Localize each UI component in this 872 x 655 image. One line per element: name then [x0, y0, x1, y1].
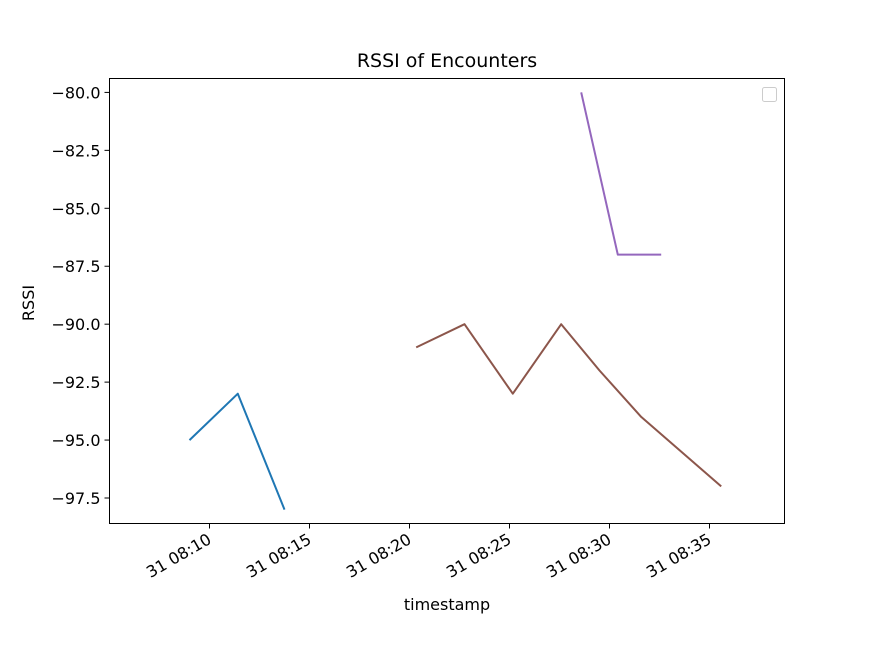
x-tick-label: 31 08:10 [143, 530, 214, 582]
legend-box [762, 87, 777, 102]
series-line-2 [415, 323, 722, 488]
y-axis: −80.0 −82.5 −85.0 −87.5 −90.0 −92.5 −95.0 −97.5 [51, 83, 110, 508]
x-tick-label: 31 08:15 [243, 530, 314, 582]
x-tick-label: 31 08:30 [543, 530, 614, 582]
chart-title: RSSI of Encounters [357, 50, 537, 72]
y-tick-label: −90.0 [51, 315, 100, 334]
series-line-3 [580, 92, 662, 256]
plot-frame [109, 78, 785, 524]
x-axis: 31 08:10 31 08:15 31 08:20 31 08:25 31 08:30… [143, 523, 715, 582]
y-tick-label: −97.5 [51, 489, 100, 508]
x-tick-label: 31 08:25 [443, 530, 514, 582]
y-tick-label: −82.5 [51, 141, 100, 160]
x-axis-title: timestamp [404, 595, 490, 614]
y-tick-label: −85.0 [51, 199, 100, 218]
x-tick-label: 31 08:20 [343, 530, 414, 582]
y-tick-label: −87.5 [51, 257, 100, 276]
plot-area [109, 78, 785, 524]
y-axis-title: RSSI [19, 285, 38, 321]
y-tick-label: −80.0 [51, 83, 100, 102]
x-tick-label: 31 08:35 [643, 530, 714, 582]
y-tick-label: −92.5 [51, 373, 100, 392]
series-layer [188, 92, 722, 510]
legend [762, 87, 777, 102]
series-line-1 [188, 392, 286, 510]
y-tick-label: −95.0 [51, 431, 100, 450]
